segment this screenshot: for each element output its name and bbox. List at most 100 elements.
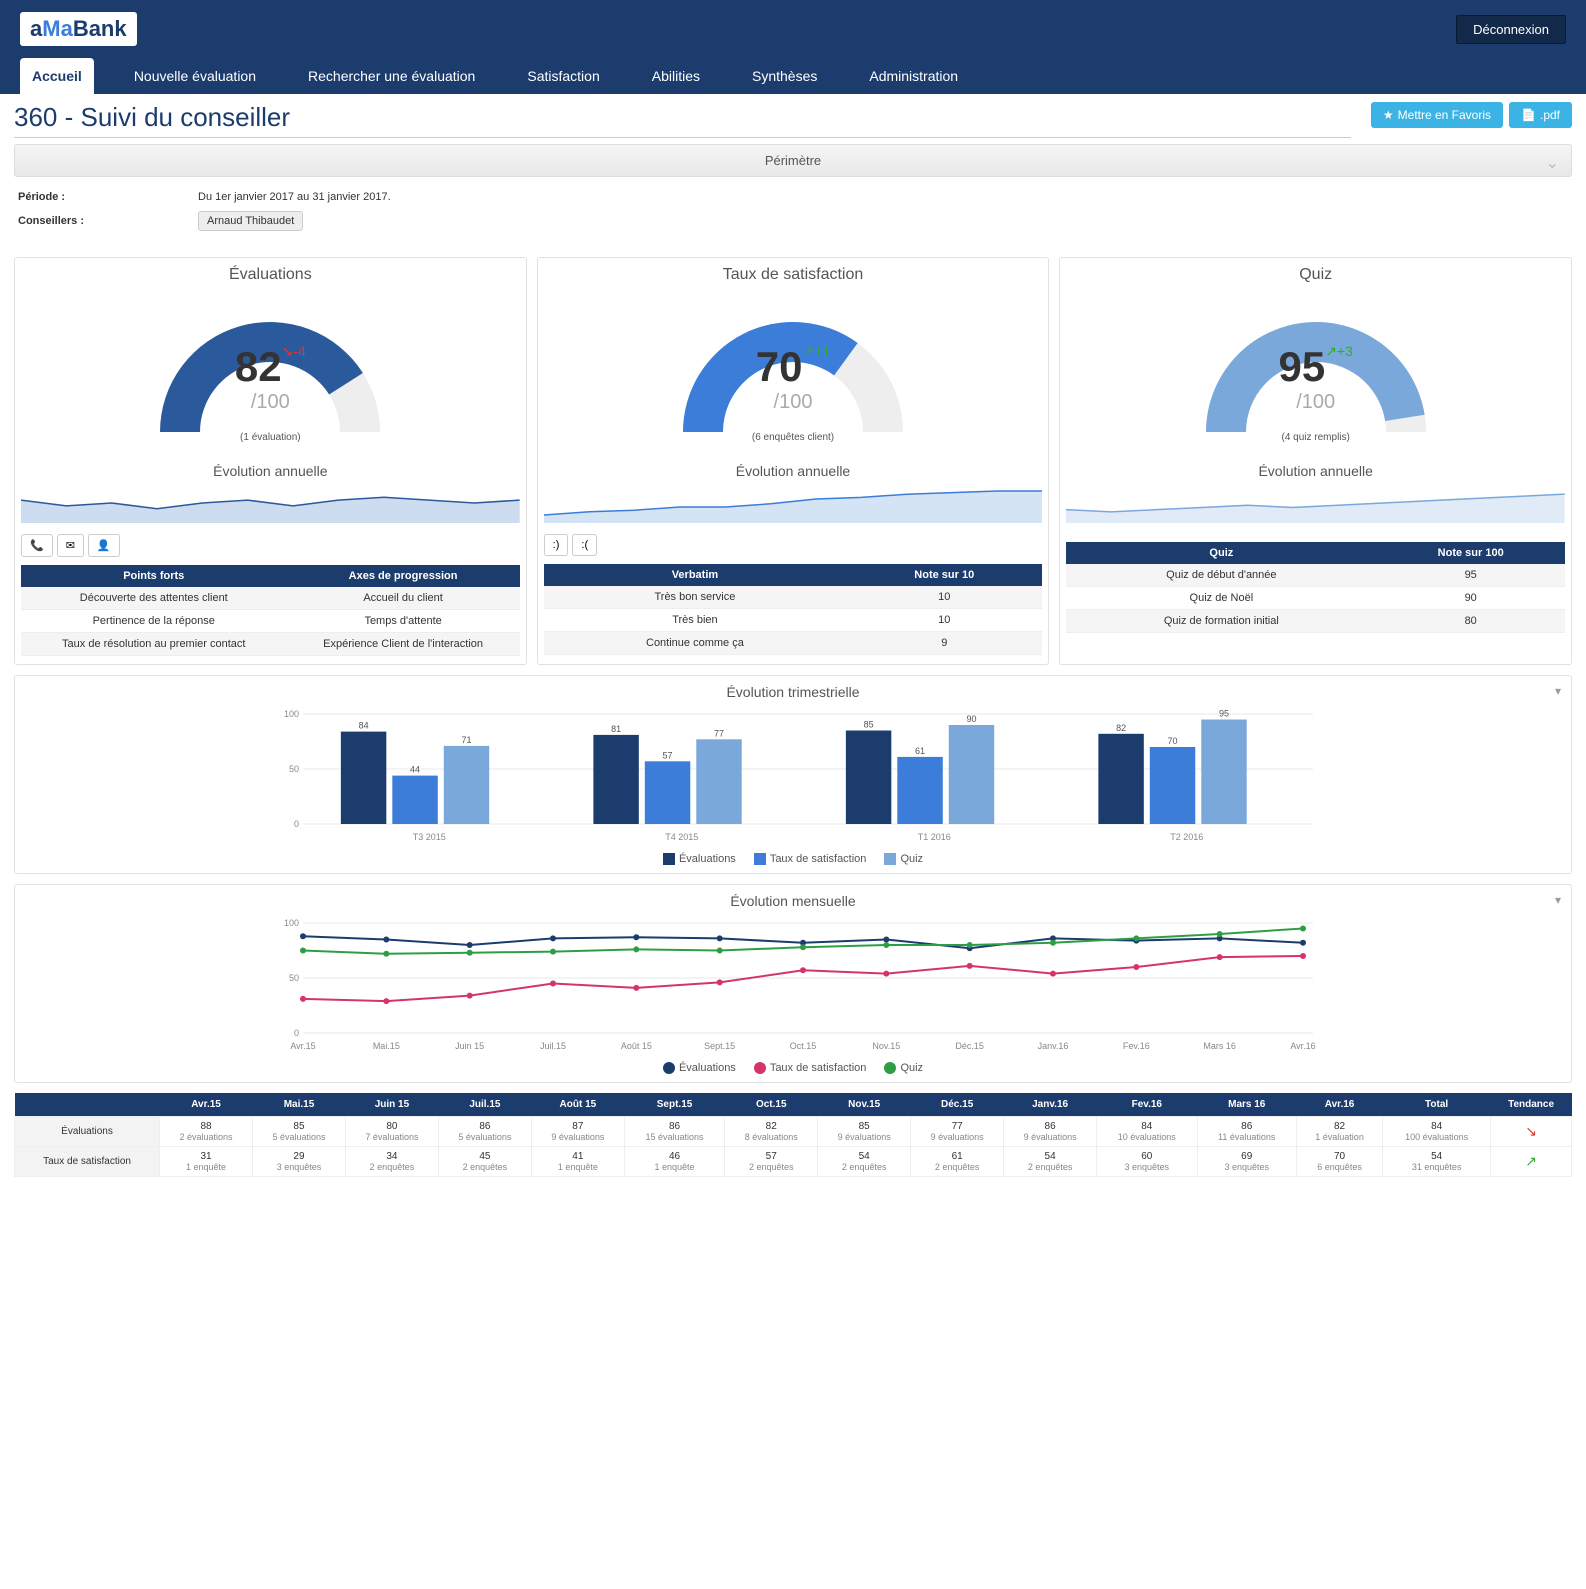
legend-item: Taux de satisfaction: [754, 1062, 867, 1074]
data-point: [383, 998, 389, 1004]
col-header: Total: [1383, 1093, 1491, 1117]
col-header: Déc.15: [911, 1093, 1004, 1117]
table-cell: Taux de résolution au premier contact: [21, 633, 287, 656]
table-cell: Très bien: [544, 609, 847, 632]
svg-text:77: 77: [714, 728, 724, 738]
evolution-title: Évolution annuelle: [544, 463, 1043, 479]
bar: [645, 761, 690, 824]
table-cell: 869 évaluations: [1004, 1117, 1097, 1147]
table-cell: 10: [846, 609, 1042, 632]
gauge-delta: ↗+1: [803, 343, 831, 359]
col-header[interactable]: Note sur 10: [846, 564, 1042, 586]
svg-text:61: 61: [915, 746, 925, 756]
filter-button[interactable]: ✉: [57, 534, 84, 557]
filter-button[interactable]: 👤: [88, 534, 120, 557]
data-point: [550, 935, 556, 941]
data-point: [1217, 954, 1223, 960]
svg-text:100: 100: [284, 709, 299, 719]
table-cell: Quiz de Noël: [1066, 587, 1376, 610]
table-cell: 342 enquêtes: [345, 1147, 438, 1177]
mini-table: QuizNote sur 100Quiz de début d'année95Q…: [1066, 542, 1565, 633]
advisor-badge[interactable]: Arnaud Thibaudet: [198, 211, 303, 231]
data-point: [1050, 971, 1056, 977]
period-value: Du 1er janvier 2017 au 31 janvier 2017.: [198, 191, 391, 203]
trend-cell: ↘: [1491, 1117, 1572, 1147]
filter-button[interactable]: :(: [572, 534, 597, 556]
nav-tab[interactable]: Satisfaction: [515, 58, 611, 94]
svg-text:Avr.15: Avr.15: [290, 1041, 315, 1051]
data-point: [800, 944, 806, 950]
col-header[interactable]: Points forts: [21, 565, 287, 587]
svg-text:90: 90: [966, 714, 976, 724]
perimeter-toggle[interactable]: Périmètre ⌄: [14, 144, 1572, 177]
bar: [392, 776, 437, 824]
svg-text:Oct.15: Oct.15: [790, 1041, 817, 1051]
logout-button[interactable]: Déconnexion: [1456, 15, 1566, 44]
svg-text:Nov.15: Nov.15: [872, 1041, 900, 1051]
filter-button[interactable]: 📞: [21, 534, 53, 557]
data-point: [550, 981, 556, 987]
data-point: [633, 946, 639, 952]
col-header: Nov.15: [818, 1093, 911, 1117]
data-point: [467, 950, 473, 956]
trend-cell: ↗: [1491, 1147, 1572, 1177]
table-cell: 706 enquêtes: [1296, 1147, 1382, 1177]
monthly-title: Évolution mensuelle: [23, 893, 1563, 909]
pdf-button[interactable]: 📄.pdf: [1509, 102, 1572, 128]
data-point: [717, 935, 723, 941]
bar: [696, 739, 741, 824]
nav-tab[interactable]: Nouvelle évaluation: [122, 58, 268, 94]
data-point: [300, 933, 306, 939]
col-header[interactable]: Axes de progression: [287, 565, 520, 587]
col-header[interactable]: Note sur 100: [1376, 542, 1565, 564]
table-cell: 8611 évaluations: [1197, 1117, 1296, 1147]
bar: [1201, 720, 1246, 825]
chart-menu-icon[interactable]: ▾: [1555, 893, 1561, 907]
table-cell: 865 évaluations: [438, 1117, 531, 1147]
chart-menu-icon[interactable]: ▾: [1555, 684, 1561, 698]
svg-text:Fev.16: Fev.16: [1123, 1041, 1150, 1051]
table-cell: 293 enquêtes: [253, 1147, 346, 1177]
data-point: [1050, 940, 1056, 946]
chevron-down-icon: ⌄: [1546, 153, 1559, 173]
col-header[interactable]: Verbatim: [544, 564, 847, 586]
sparkline: [1066, 483, 1565, 523]
svg-text:Juin 15: Juin 15: [455, 1041, 484, 1051]
sparkline: [544, 483, 1043, 523]
data-point: [1133, 935, 1139, 941]
evolution-title: Évolution annuelle: [21, 463, 520, 479]
legend-item: Taux de satisfaction: [754, 853, 867, 865]
data-point: [633, 934, 639, 940]
legend-item: Quiz: [884, 1062, 923, 1074]
filter-button[interactable]: :): [544, 534, 569, 556]
table-cell: Quiz de formation initial: [1066, 610, 1376, 633]
logo-pre: a: [30, 16, 42, 41]
filters: Période : Du 1er janvier 2017 au 31 janv…: [14, 185, 1572, 245]
col-header: Juil.15: [438, 1093, 531, 1117]
nav-tab[interactable]: Accueil: [20, 58, 94, 94]
svg-text:Avr.16: Avr.16: [1290, 1041, 1315, 1051]
data-point: [1217, 931, 1223, 937]
logo-post: Bank: [73, 16, 127, 41]
gauge-delta: ↘-4: [282, 343, 306, 359]
col-header: Mars 16: [1197, 1093, 1296, 1117]
data-point: [467, 942, 473, 948]
svg-text:57: 57: [663, 750, 673, 760]
table-cell: Pertinence de la réponse: [21, 610, 287, 633]
star-icon: ★: [1383, 108, 1394, 122]
svg-text:70: 70: [1168, 736, 1178, 746]
favorite-button[interactable]: ★Mettre en Favoris: [1371, 102, 1503, 128]
nav-tab[interactable]: Rechercher une évaluation: [296, 58, 487, 94]
nav-tab[interactable]: Administration: [857, 58, 970, 94]
logo: aMaBank: [20, 12, 137, 46]
bar: [593, 735, 638, 824]
kpi-card: Quiz 95↗+3 /100 (4 quiz remplis) Évoluti…: [1059, 257, 1572, 665]
col-header[interactable]: Quiz: [1066, 542, 1376, 564]
table-cell: 80: [1376, 610, 1565, 633]
data-point: [550, 949, 556, 955]
nav-tab[interactable]: Abilities: [640, 58, 712, 94]
table-cell: 603 enquêtes: [1097, 1147, 1197, 1177]
nav-tab[interactable]: Synthèses: [740, 58, 829, 94]
data-point: [717, 979, 723, 985]
legend-item: Quiz: [884, 853, 923, 865]
